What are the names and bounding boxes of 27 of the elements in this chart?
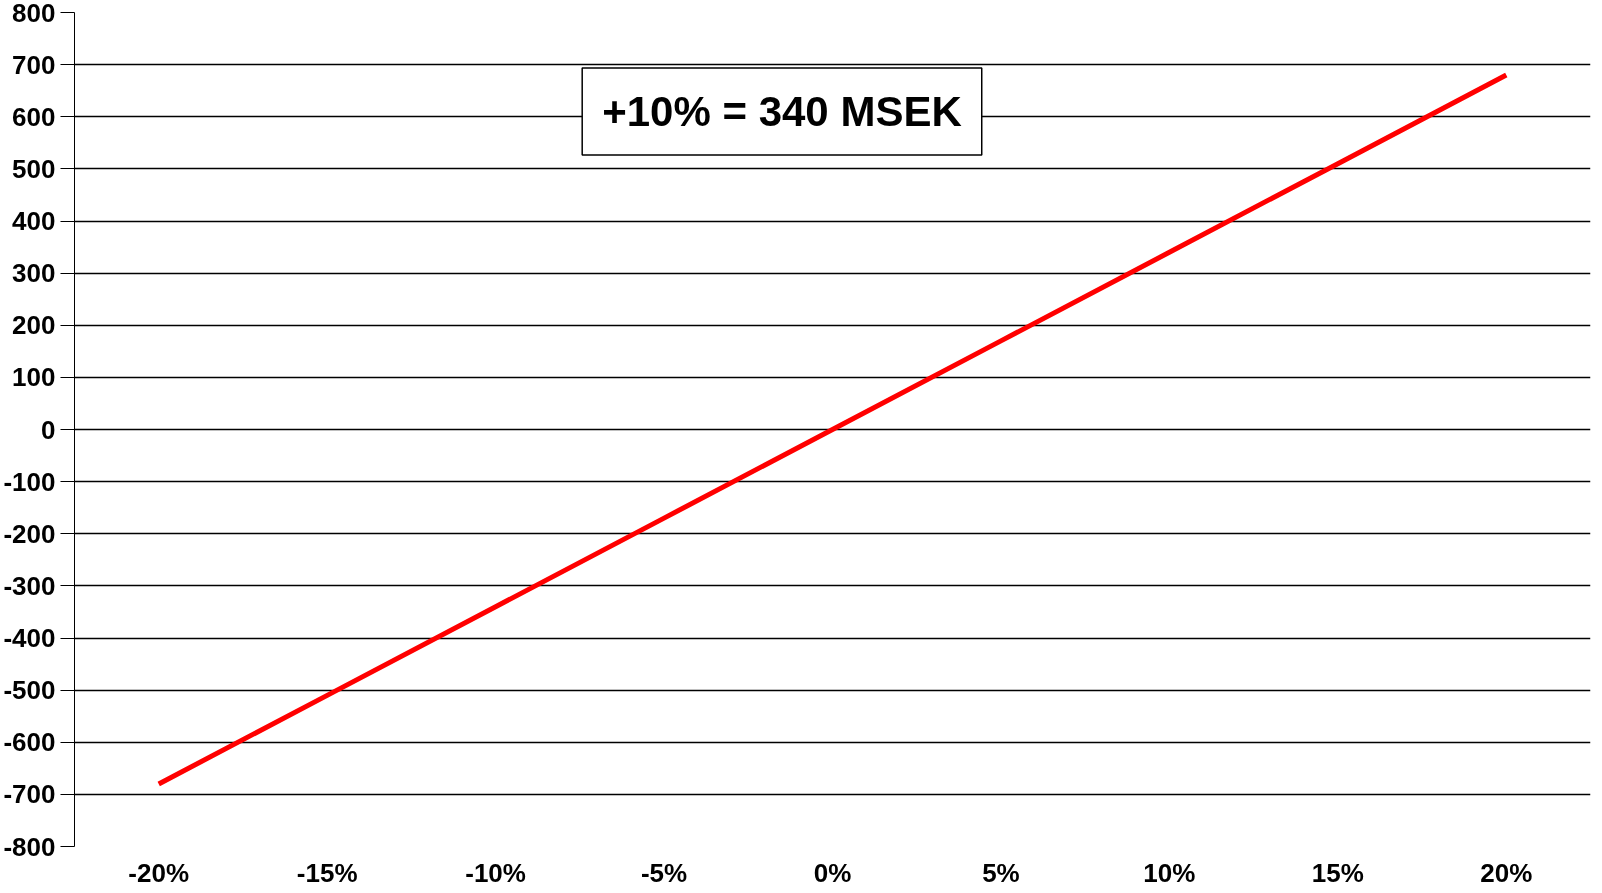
- y-tick-label: -400: [3, 623, 56, 653]
- annotation: +10% = 340 MSEK: [602, 88, 962, 136]
- y-tick-label: -100: [3, 466, 56, 497]
- y-tick-label: 300: [12, 258, 56, 289]
- y-tick-label: -600: [3, 727, 56, 758]
- y-tick-label: 200: [12, 310, 56, 341]
- y-tick-label: -500: [3, 675, 56, 706]
- y-tick-label: 100: [12, 362, 56, 393]
- y-tick-label: 700: [12, 49, 56, 80]
- y-tick-label: 500: [12, 153, 56, 184]
- y-tick-label: 0: [41, 414, 56, 445]
- y-tick-label: 400: [12, 206, 56, 236]
- x-tick-label: 20%: [1480, 857, 1533, 888]
- x-tick-label: -10%: [465, 857, 526, 888]
- x-tick-label: 10%: [1143, 857, 1196, 888]
- x-tick-label: -5%: [640, 857, 688, 888]
- y-tick-label: -800: [3, 831, 56, 862]
- y-tick-label: 600: [12, 101, 56, 132]
- y-tick-label: 800: [12, 0, 56, 28]
- x-tick-label: 5%: [982, 857, 1020, 888]
- x-tick-label: -20%: [128, 857, 190, 888]
- y-tick-label: -300: [3, 570, 56, 601]
- x-tick-label: -15%: [296, 857, 358, 888]
- x-tick-label: 0%: [813, 857, 852, 888]
- x-tick-label: 15%: [1311, 857, 1364, 888]
- y-tick-label: -700: [3, 779, 56, 810]
- y-tick-label: -200: [3, 518, 56, 549]
